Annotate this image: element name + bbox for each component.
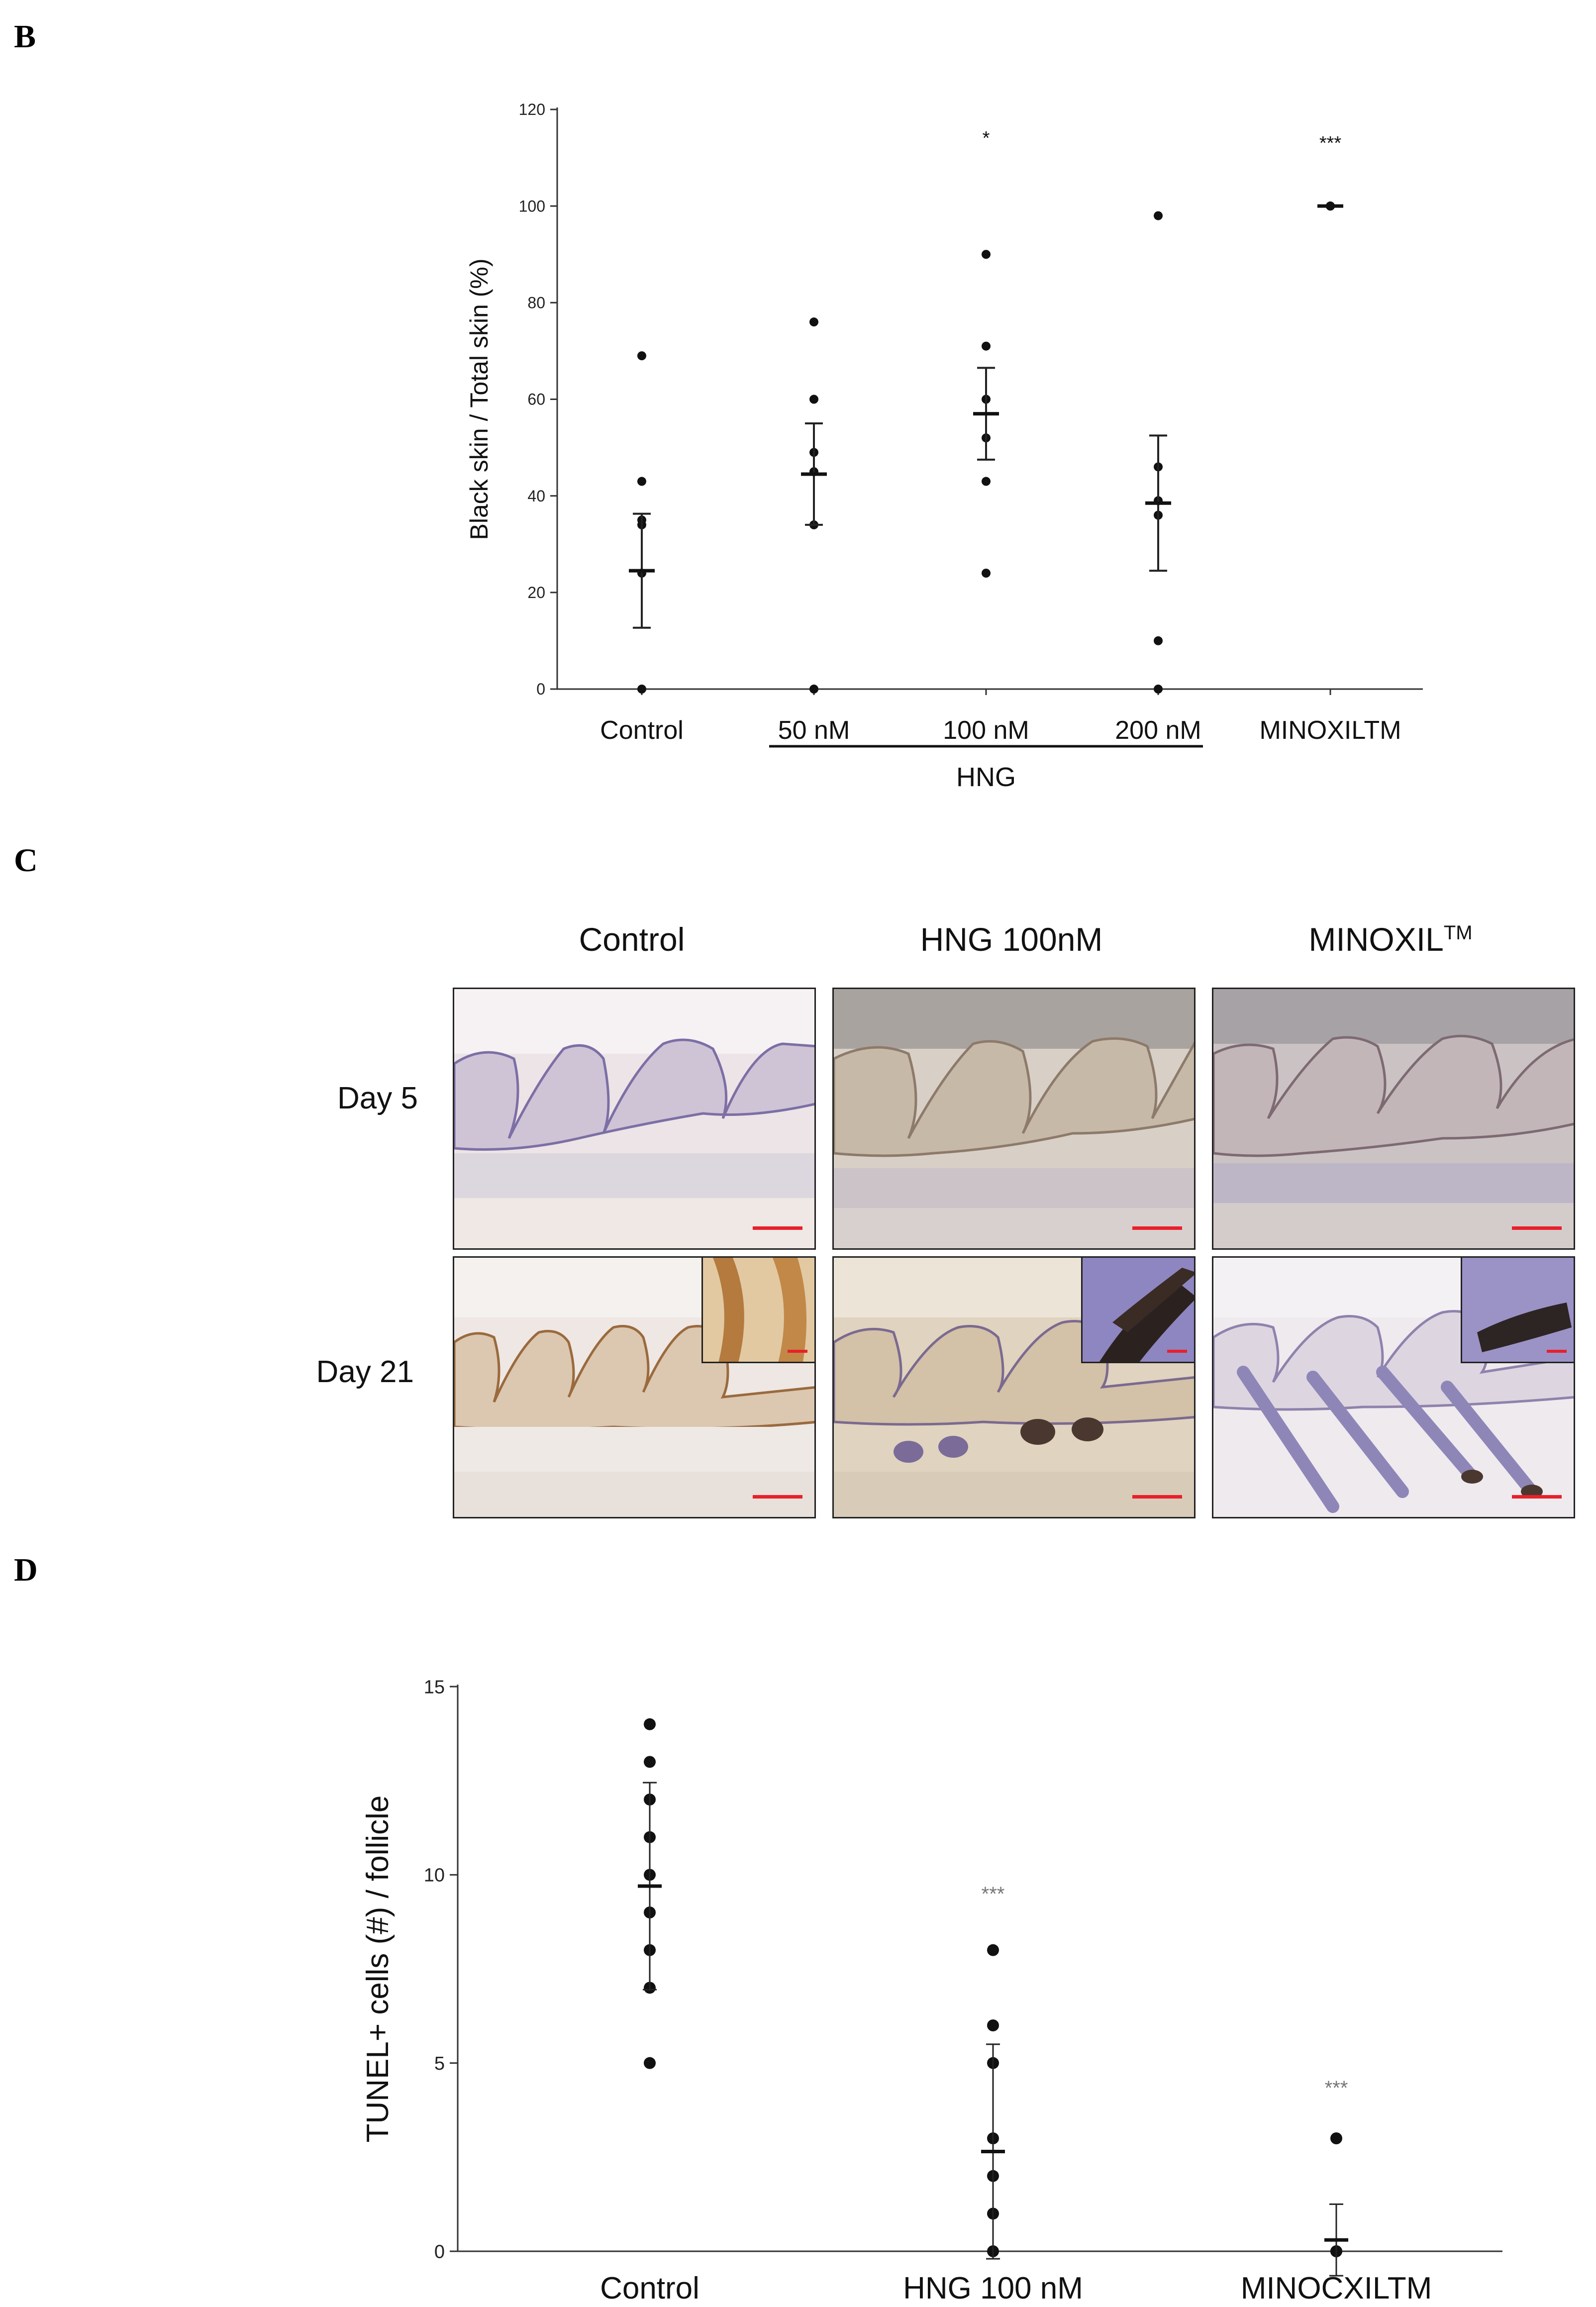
y-tick-label: 60 <box>527 391 545 408</box>
data-point <box>982 569 991 578</box>
chart-b: 0 20 40 60 80 100 120 Black skin / Total skin (… <box>465 100 1423 792</box>
y-tick-label: 5 <box>434 2053 445 2074</box>
data-point <box>644 1756 656 1768</box>
x-tick-label: MINOXILTM <box>1259 716 1401 745</box>
data-point <box>987 2019 999 2031</box>
data-point <box>637 351 646 361</box>
data-point <box>644 1718 656 1730</box>
column-header-control: Control <box>579 921 685 958</box>
column-header-minoxil: MINOXILTM <box>1209 920 1572 958</box>
data-point <box>1154 636 1163 645</box>
x-tick-label: 50 nM <box>778 716 850 745</box>
data-point <box>982 477 991 486</box>
significance-marker: *** <box>1319 133 1342 154</box>
micrograph-hng-day21 <box>832 1256 1196 1518</box>
group-label: HNG <box>956 762 1016 792</box>
y-axis-label: Black skin / Total skin (%) <box>465 259 493 540</box>
significance-marker: * <box>983 128 990 149</box>
data-point <box>637 477 646 486</box>
data-point <box>637 685 646 694</box>
x-tick-label: MINOCXILTM <box>1241 2271 1432 2306</box>
y-axis-label: TUNEL+ cells (#) / follicle <box>361 1796 395 2143</box>
x-tick-label: Control <box>600 2271 699 2306</box>
significance-marker: *** <box>1325 2077 1348 2099</box>
column-header-minoxil-text: MINOXIL <box>1308 921 1444 958</box>
significance-marker: *** <box>982 1883 1005 1905</box>
row-header-day21: Day 21 <box>316 1355 414 1389</box>
scale-bar <box>1132 1226 1182 1230</box>
scale-bar <box>788 1350 807 1353</box>
y-tick-label: 40 <box>527 487 545 505</box>
y-tick-label: 120 <box>519 100 545 118</box>
micrograph-inset <box>701 1258 814 1363</box>
data-point <box>1154 685 1163 694</box>
y-tick-label: 100 <box>519 197 545 215</box>
micrograph-control-day21 <box>453 1256 816 1518</box>
micrograph-hng-day5 <box>832 988 1196 1250</box>
data-point <box>644 2057 656 2069</box>
x-tick-label: 200 nM <box>1115 716 1201 745</box>
micrograph-minoxil-day5 <box>1212 988 1575 1250</box>
panel-letter-d: D <box>14 1552 38 1588</box>
micrograph-inset <box>1461 1258 1574 1363</box>
y-tick-label: 80 <box>527 294 545 312</box>
scale-bar <box>1512 1495 1562 1499</box>
row-header-day5: Day 5 <box>337 1081 418 1115</box>
scale-bar <box>1547 1350 1567 1353</box>
x-tick-label: 100 nM <box>943 716 1029 745</box>
scale-bar <box>1167 1350 1187 1353</box>
chart-d: 0 5 10 15 TUNEL+ cells (#) / follicle Control… <box>361 1677 1502 2306</box>
micrograph-inset <box>1081 1258 1194 1363</box>
x-tick-label: Control <box>600 716 684 745</box>
data-point <box>809 685 818 694</box>
data-point <box>982 250 991 259</box>
scale-bar <box>753 1495 802 1499</box>
data-point <box>809 317 818 327</box>
scale-bar <box>1512 1226 1562 1230</box>
scale-bar <box>753 1226 802 1230</box>
data-point <box>982 341 991 351</box>
column-header-minoxil-sup: TM <box>1443 922 1473 944</box>
data-point <box>809 395 818 404</box>
y-tick-label: 0 <box>536 680 545 698</box>
y-tick-label: 0 <box>434 2241 445 2262</box>
panel-letter-b: B <box>14 18 36 55</box>
micrograph-minoxil-day21 <box>1212 1256 1575 1518</box>
scale-bar <box>1132 1495 1182 1499</box>
micrograph-control-day5 <box>453 988 816 1250</box>
data-point <box>987 1944 999 1956</box>
panel-letter-c: C <box>14 842 38 879</box>
data-point <box>1330 2132 1342 2144</box>
y-tick-label: 15 <box>424 1677 445 1698</box>
column-header-hng: HNG 100nM <box>920 921 1103 958</box>
x-tick-label: HNG 100 nM <box>903 2271 1083 2306</box>
data-point <box>1154 211 1163 220</box>
y-tick-label: 10 <box>424 1865 445 1886</box>
y-tick-label: 20 <box>527 584 545 602</box>
